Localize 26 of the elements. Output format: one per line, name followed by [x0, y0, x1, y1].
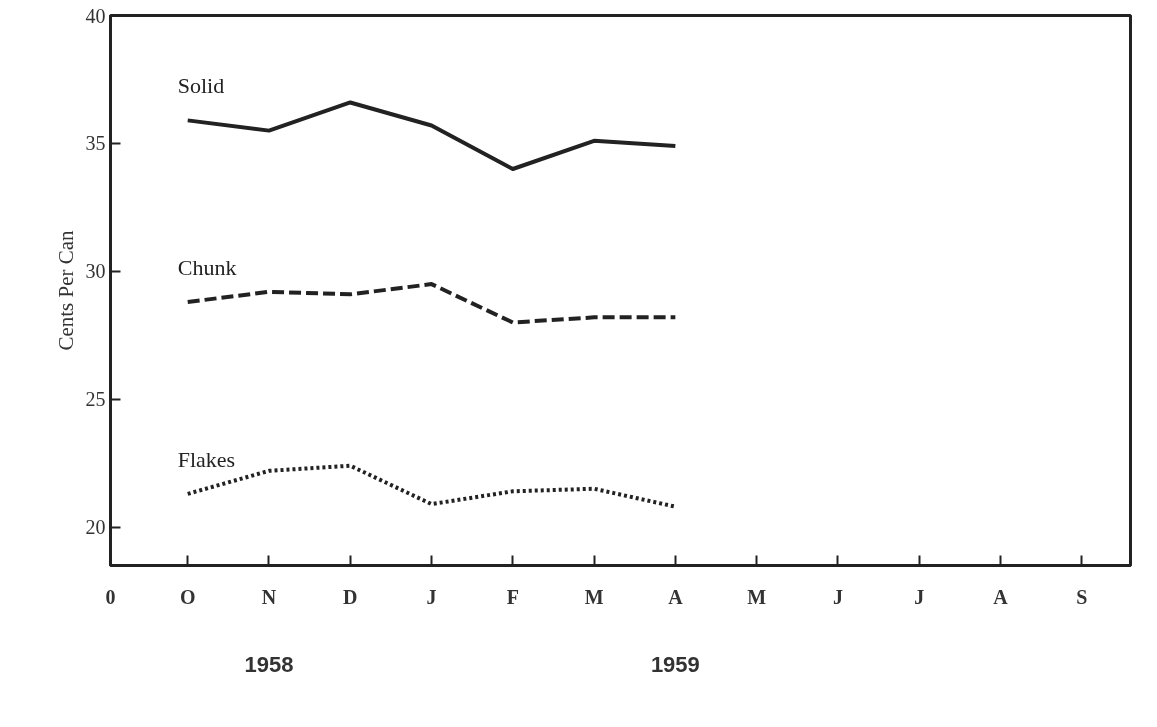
text: 1958 — [244, 651, 294, 677]
y-tick-label: 35 — [85, 132, 106, 155]
y-tick-label: 20 — [85, 516, 106, 539]
y-axis-title: Cents Per Can — [53, 229, 78, 351]
x-tick-label: O — [179, 585, 196, 608]
x-tick-label: M — [584, 585, 604, 608]
y-tick-label: 30 — [85, 260, 106, 283]
text: 0 — [105, 585, 116, 608]
x-tick-label: J — [426, 585, 437, 608]
x-tick-label: N — [261, 585, 277, 608]
line-series — [185, 100, 678, 171]
y-tick-label: 40 — [85, 4, 106, 27]
y-tick-label: 25 — [85, 388, 106, 411]
x-tick-label: J — [914, 585, 925, 608]
x-tick-label: M — [747, 585, 767, 608]
text: 1959 — [650, 651, 700, 677]
x-tick-label: S — [1076, 585, 1088, 608]
series-label: Chunk — [177, 255, 237, 281]
x-tick-label: D — [343, 585, 358, 608]
x-tick-label: A — [993, 585, 1009, 608]
x-tick-label: J — [832, 585, 843, 608]
x-tick-label: F — [506, 585, 519, 608]
x-tick-label: A — [668, 585, 684, 608]
series-label: Flakes — [177, 446, 236, 472]
series-label: Solid — [177, 73, 225, 99]
line-series — [185, 282, 678, 325]
